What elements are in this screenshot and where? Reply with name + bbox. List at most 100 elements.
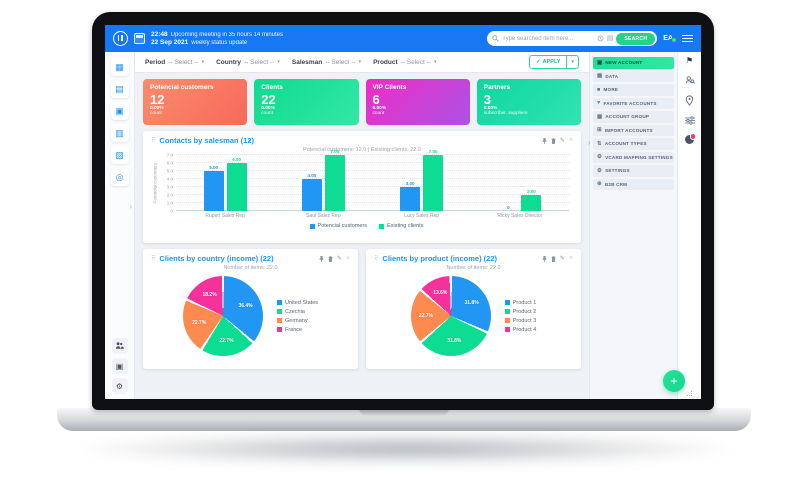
menu-item-data[interactable]: ▦ DATA (593, 70, 674, 82)
users-nav[interactable] (111, 338, 128, 354)
pie-legend: United States Czechia Germany France (276, 300, 318, 333)
menu-item-more[interactable]: ■ MORE (593, 84, 674, 96)
gridline (176, 202, 569, 203)
x-tick-label: Lucy Sales Rep (404, 213, 440, 219)
left-sidebar-bottom: ▣ ⚙ (111, 338, 128, 394)
edit-icon[interactable] (560, 138, 565, 144)
legend-item: Czechia (276, 309, 318, 315)
drag-handle-icon[interactable] (151, 137, 155, 144)
kpi-card[interactable]: VIP Clients 6 0.00% count (365, 79, 470, 125)
x-tick-label: Ricky Sales Director (497, 213, 543, 219)
menu-item-b2b-crm[interactable]: ⊕ B2B CRM (593, 178, 674, 190)
bar-value-label: 2.00 (526, 189, 536, 194)
chevron-down-icon (277, 59, 280, 65)
kpi-card[interactable]: Partners 3 0.00% subscriber, suppliers (476, 79, 581, 125)
sliders-icon[interactable] (684, 116, 695, 125)
menu-item-vcard-mapping-settings[interactable]: ⚙ VCARD MAPPING SETTINGS (593, 151, 674, 163)
close-icon[interactable] (569, 255, 573, 262)
trash-icon[interactable] (551, 255, 556, 262)
pie-slice-label: 22.7% (418, 313, 433, 320)
pin-icon[interactable] (319, 255, 324, 262)
trash-icon[interactable] (328, 255, 333, 262)
menu-item-account-group[interactable]: ▦ ACCOUNT GROUP (593, 111, 674, 123)
menu-item-import-accounts[interactable]: ⊞ IMPORT ACCOUNTS (593, 124, 674, 136)
products-nav[interactable]: ▣ (110, 102, 129, 120)
filter-select-value[interactable]: -- Select -- (244, 58, 275, 66)
trash-icon[interactable] (551, 137, 556, 144)
legend-item: Product 1 (504, 299, 537, 306)
history-icon[interactable] (597, 35, 604, 42)
menu-collapse-icon[interactable] (588, 140, 590, 147)
legend-label: Product 1 (512, 299, 537, 306)
kpi-caption: count (261, 111, 273, 116)
account-group-icon: ▦ (597, 113, 603, 120)
hamburger-menu-icon[interactable] (682, 34, 693, 43)
dashboard-nav[interactable]: ▦ (110, 58, 129, 76)
topbar: 22:48 Upcoming meeting in 35 hours 14 min… (105, 25, 701, 52)
filter-select-value[interactable]: -- Select -- (325, 58, 356, 66)
kpi-caption: subscriber, suppliers (483, 111, 528, 116)
edit-icon[interactable] (337, 256, 342, 262)
analytics-icon: ▥ (115, 127, 124, 138)
gridline (176, 210, 569, 211)
legend-swatch (309, 223, 315, 229)
target-nav[interactable]: ◎ (110, 168, 129, 186)
sidebar-collapse-icon[interactable] (130, 204, 132, 211)
filter-product[interactable]: Product -- Select -- (373, 59, 436, 66)
y-tick-label: 2.0 (166, 192, 173, 198)
drag-handle-icon[interactable] (151, 255, 155, 262)
menu-item-favorite-accounts[interactable]: ♥ FAVORITE ACCOUNTS (593, 97, 674, 109)
filter-salesman[interactable]: Salesman -- Select -- (292, 59, 361, 66)
menu-item-settings[interactable]: ⚙ SETTINGS (593, 165, 674, 177)
resize-handle[interactable] (687, 391, 692, 396)
pin-icon[interactable] (542, 255, 547, 262)
add-button[interactable] (663, 370, 685, 392)
target-icon: ◎ (115, 171, 124, 182)
menu-item-label: NEW ACCOUNT (605, 60, 643, 66)
filter-country[interactable]: Country -- Select -- (216, 59, 280, 66)
user-avatar[interactable]: EA (663, 35, 677, 43)
profile-notification-icon[interactable] (685, 133, 696, 144)
legend-swatch (276, 327, 282, 332)
pin-icon[interactable] (542, 137, 547, 144)
legend-label: Potencial customers (317, 223, 368, 229)
kpi-card[interactable]: Potencial customers 12 0.00% count (143, 79, 248, 125)
apply-button[interactable]: APPLY (530, 56, 566, 68)
analytics-nav[interactable]: ▥ (110, 124, 129, 142)
legend-label: Product 3 (512, 317, 537, 324)
left-sidebar: ▦▤▣▥▨◎ ▣⚙ (105, 52, 135, 399)
pie-slice-label: 31.8% (464, 299, 479, 306)
settings-nav[interactable]: ⚙ (111, 378, 128, 394)
favorite-icon: ♥ (597, 100, 601, 107)
calendar-icon[interactable] (134, 33, 145, 44)
drag-handle-icon[interactable] (374, 255, 378, 262)
clients-by-country-widget: Clients by country (income) (22) Number … (143, 249, 358, 369)
pie-slice-label: 18.2% (202, 292, 217, 299)
reports-nav[interactable]: ▤ (110, 80, 129, 98)
menu-item-new-account[interactable]: ▣ NEW ACCOUNT (593, 57, 674, 69)
people-search-icon[interactable] (685, 75, 695, 85)
legend-item: Existing clients (379, 223, 423, 229)
statistics-nav[interactable]: ▨ (110, 146, 129, 164)
close-icon[interactable] (346, 255, 350, 262)
search-input[interactable] (502, 35, 594, 42)
location-pin-icon[interactable] (685, 95, 694, 106)
widget-subtitle: Number of items: 22.0 (446, 265, 501, 271)
filter-icon[interactable]: ▤ (606, 35, 614, 42)
close-icon[interactable] (569, 137, 573, 144)
filter-select-value[interactable]: -- Select -- (168, 58, 199, 66)
filter-period[interactable]: Period -- Select -- (145, 59, 204, 66)
menu-item-account-types[interactable]: ⇅ ACCOUNT TYPES (593, 138, 674, 150)
edit-icon[interactable] (560, 256, 565, 262)
flag-icon[interactable] (686, 56, 693, 65)
kpi-caption: count (150, 111, 162, 116)
search-button[interactable]: SEARCH (616, 32, 656, 45)
bar-chart-legend: Potencial customers Existing clients (160, 223, 573, 229)
legend-item: United States (276, 300, 318, 306)
inventory-nav[interactable]: ▣ (111, 358, 128, 374)
apply-dropdown-caret[interactable] (566, 56, 578, 68)
filter-select-value[interactable]: -- Select -- (400, 58, 431, 66)
kpi-card[interactable]: Clients 22 0.00% count (254, 79, 359, 125)
app-logo[interactable] (113, 31, 128, 46)
